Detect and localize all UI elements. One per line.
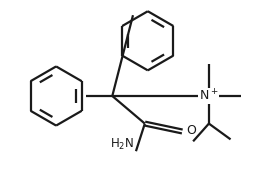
Text: O: O: [186, 124, 196, 137]
Text: $\mathregular{H_2N}$: $\mathregular{H_2N}$: [110, 137, 134, 152]
Text: $\mathregular{N^+}$: $\mathregular{N^+}$: [199, 88, 219, 104]
